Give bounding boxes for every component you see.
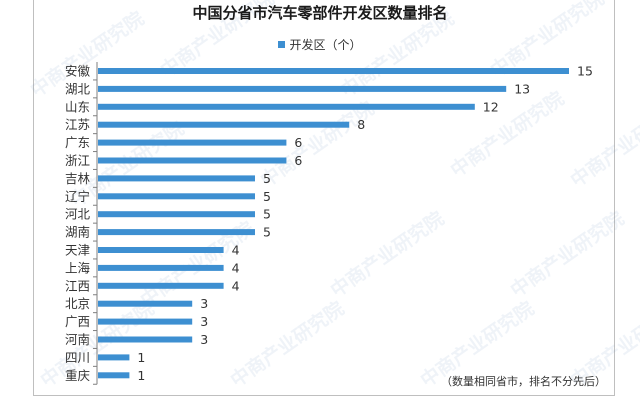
category-label: 辽宁 [65, 189, 90, 204]
data-label: 1 [137, 368, 145, 383]
legend-label: 开发区（个） [289, 38, 362, 52]
category-label: 山东 [65, 99, 90, 114]
data-label: 6 [294, 153, 302, 168]
data-label: 1 [137, 350, 145, 365]
category-label: 四川 [65, 350, 90, 365]
bar [98, 229, 255, 236]
category-label: 广东 [65, 135, 90, 150]
data-label: 5 [263, 207, 271, 222]
bar [98, 247, 224, 253]
bar [98, 103, 475, 110]
chart-note: （数量相同省市，排名不分先后） [441, 375, 606, 388]
data-label: 3 [200, 332, 208, 347]
data-label: 5 [263, 189, 271, 204]
data-label: 13 [514, 81, 530, 96]
data-label: 3 [200, 314, 208, 329]
bar [98, 121, 350, 128]
data-label: 5 [263, 171, 271, 186]
category-label: 湖北 [65, 81, 91, 96]
category-label: 广西 [65, 314, 90, 329]
category-label: 河南 [65, 332, 90, 347]
data-label: 15 [577, 64, 593, 79]
bar [98, 318, 193, 325]
bar [98, 157, 287, 164]
bar [98, 85, 507, 92]
bar [98, 139, 287, 146]
data-label: 6 [294, 135, 302, 150]
data-label: 12 [483, 99, 499, 114]
bar [98, 264, 224, 271]
bar [98, 68, 569, 74]
bar [98, 282, 224, 289]
category-label: 河北 [65, 207, 91, 222]
data-label: 3 [200, 296, 208, 311]
category-label: 江西 [65, 278, 90, 293]
category-label: 天津 [65, 243, 90, 258]
chart-title: 中国分省市汽车零部件开发区数量排名 [192, 4, 448, 22]
category-label: 吉林 [65, 171, 91, 186]
bar [98, 336, 193, 343]
category-label: 浙江 [65, 153, 90, 168]
bar [98, 300, 193, 307]
data-label: 4 [232, 260, 240, 275]
data-label: 4 [232, 278, 240, 293]
category-label: 江苏 [65, 117, 90, 132]
category-label: 北京 [65, 296, 90, 311]
bar [98, 372, 130, 379]
data-label: 5 [263, 225, 271, 240]
chart-legend: 开发区（个） [0, 36, 640, 53]
data-label: 4 [232, 243, 240, 258]
data-label: 8 [357, 117, 365, 132]
bar [98, 354, 130, 361]
category-label: 安徽 [65, 64, 91, 79]
legend-swatch [278, 41, 286, 48]
category-label: 重庆 [65, 368, 91, 383]
category-label: 湖南 [65, 225, 90, 240]
bar [98, 211, 255, 218]
category-label: 上海 [65, 260, 91, 275]
bar [98, 193, 255, 200]
bar [98, 175, 255, 182]
